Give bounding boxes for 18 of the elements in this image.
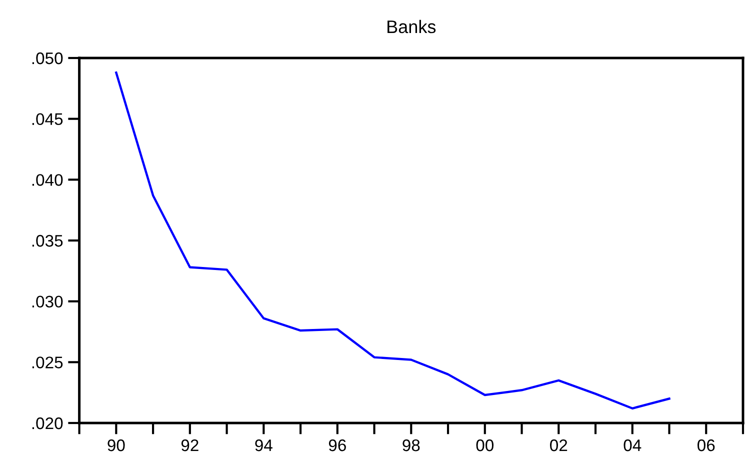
x-tick-label: 96 bbox=[328, 439, 346, 452]
y-tick-label: .050 bbox=[32, 52, 63, 64]
x-tick-label: 02 bbox=[550, 439, 568, 452]
y-tick-label: .030 bbox=[32, 296, 63, 308]
x-tick-label: 92 bbox=[181, 439, 198, 452]
x-tick-label: 06 bbox=[698, 439, 715, 452]
y-tick-label: .035 bbox=[32, 234, 63, 247]
x-tick-label: 04 bbox=[624, 439, 642, 452]
chart-title: Banks bbox=[388, 20, 436, 34]
y-tick-label: .025 bbox=[32, 356, 63, 368]
y-tick-label: .040 bbox=[32, 174, 63, 186]
x-tick-label: 90 bbox=[108, 439, 125, 452]
y-tick-label: .045 bbox=[32, 113, 63, 126]
y-tick-label: .020 bbox=[32, 417, 63, 430]
x-tick-label: 94 bbox=[255, 439, 272, 452]
x-tick-label: 00 bbox=[476, 439, 494, 452]
line-series bbox=[115, 71, 670, 410]
x-tick-label: 98 bbox=[402, 439, 420, 452]
